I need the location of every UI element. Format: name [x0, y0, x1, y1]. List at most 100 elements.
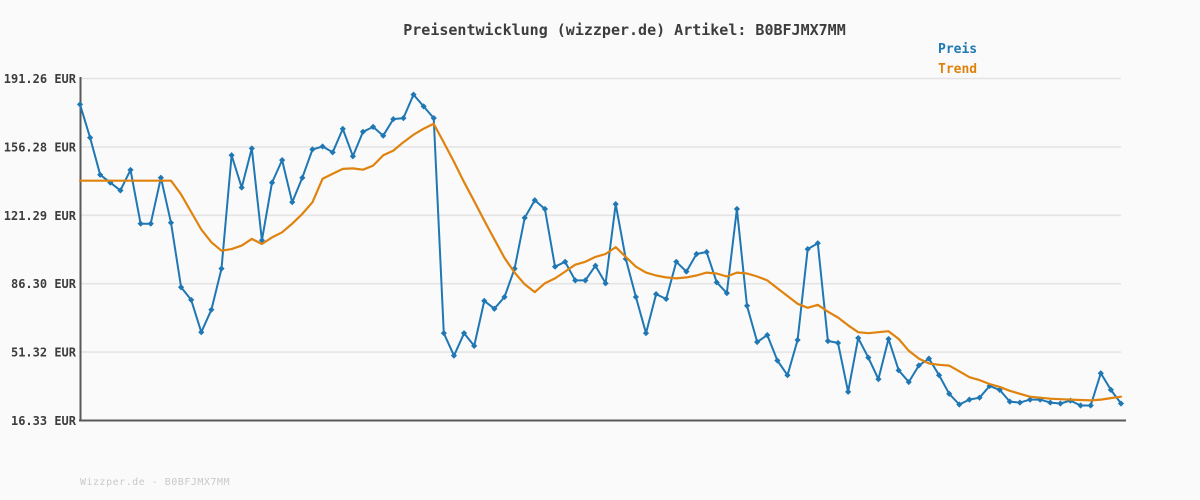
price-line [79, 93, 1122, 407]
price-point-marker [349, 153, 356, 160]
price-point-marker [76, 101, 84, 108]
price-point-marker [248, 145, 255, 152]
price-point-marker [107, 179, 114, 186]
price-point-marker [622, 255, 629, 262]
price-point-marker [1047, 399, 1054, 406]
legend-item-trend: Trend [938, 62, 978, 77]
y-axis-label: 121.29 EUR [4, 209, 77, 223]
price-point-marker [865, 354, 872, 361]
price-point-marker [774, 357, 781, 364]
price-point-marker [208, 306, 215, 313]
price-point-marker [632, 293, 639, 301]
grid-lines [80, 77, 1121, 353]
price-point-marker [268, 179, 276, 186]
price-point-marker [703, 248, 710, 256]
price-point-marker [895, 367, 902, 374]
y-axis-label: 16.33 EUR [11, 414, 77, 428]
price-point-marker [845, 388, 852, 395]
price-point-marker [329, 149, 336, 156]
watermark: Wizzper.de - B0BFJMX7MM [80, 477, 230, 488]
chart-title: Preisentwicklung (wizzper.de) Artikel: B… [403, 21, 846, 39]
price-point-marker [319, 143, 326, 150]
price-point-marker [652, 290, 660, 298]
price-point-marker [188, 296, 195, 304]
price-point-marker [117, 187, 124, 194]
legend-item-preis: Preis [938, 42, 978, 57]
price-point-marker [784, 372, 791, 379]
price-point-marker [167, 219, 175, 226]
price-point-marker [147, 220, 154, 227]
price-point-marker [359, 128, 367, 135]
price-point-marker [541, 205, 549, 213]
price-point-marker [592, 262, 599, 269]
y-axis-label: 156.28 EUR [4, 140, 77, 154]
price-point-marker [420, 103, 427, 110]
price-point-marker [683, 268, 690, 275]
price-point-marker [87, 134, 94, 141]
price-point-marker [218, 265, 225, 272]
price-point-marker [572, 277, 579, 284]
price-point-marker [137, 220, 144, 227]
price-point-marker [380, 132, 387, 139]
price-point-marker [582, 277, 589, 284]
price-markers [76, 91, 1125, 409]
price-point-marker [521, 214, 528, 221]
price-point-marker [925, 355, 933, 362]
price-point-marker [299, 174, 306, 181]
price-point-marker [460, 330, 468, 337]
price-point-marker [946, 390, 953, 397]
price-point-marker [986, 382, 993, 390]
price-point-marker [733, 205, 741, 213]
price-point-marker [501, 293, 508, 301]
price-point-marker [935, 372, 943, 379]
price-point-marker [764, 332, 771, 339]
price-point-marker [1057, 400, 1064, 407]
price-point-marker [127, 166, 134, 174]
price-point-marker [693, 250, 700, 258]
price-point-marker [1006, 398, 1013, 405]
y-axis-label: 191.26 EUR [4, 72, 77, 86]
price-point-marker [642, 330, 650, 337]
price-point-marker [723, 289, 730, 297]
price-point-marker [713, 279, 720, 286]
price-point-marker [1117, 400, 1125, 407]
price-point-marker [673, 258, 680, 265]
price-point-marker [855, 334, 862, 342]
price-point-marker [814, 240, 821, 247]
price-point-marker [1077, 402, 1084, 409]
legend: Preis Trend [938, 40, 977, 80]
price-point-marker [481, 297, 488, 305]
price-point-marker [915, 362, 922, 369]
price-point-marker [824, 337, 832, 345]
price-point-marker [177, 284, 185, 291]
price-point-marker [1026, 396, 1034, 403]
price-point-marker [976, 394, 983, 401]
price-point-marker [804, 245, 811, 253]
price-point-marker [551, 263, 559, 270]
price-point-marker [885, 335, 892, 343]
price-point-marker [966, 396, 973, 403]
price-point-marker [228, 152, 235, 159]
price-point-marker [1107, 386, 1114, 393]
price-point-marker [440, 330, 447, 337]
price-point-marker [1087, 402, 1094, 409]
trend-polyline [78, 122, 1123, 402]
price-point-marker [258, 237, 266, 244]
price-point-marker [369, 123, 377, 131]
price-point-marker [663, 295, 670, 303]
price-point-marker [309, 146, 316, 153]
price-point-marker [157, 174, 164, 181]
y-axis-label: 51.32 EUR [11, 346, 77, 360]
price-point-marker [279, 157, 286, 164]
price-point-marker [834, 339, 842, 347]
price-point-marker [754, 338, 761, 346]
price-point-marker [602, 280, 609, 287]
price-point-marker [956, 401, 963, 408]
price-point-marker [531, 197, 538, 204]
price-point-marker [400, 115, 407, 122]
price-point-marker [289, 199, 296, 206]
price-point-marker [1097, 370, 1104, 377]
price-point-marker [612, 201, 619, 208]
